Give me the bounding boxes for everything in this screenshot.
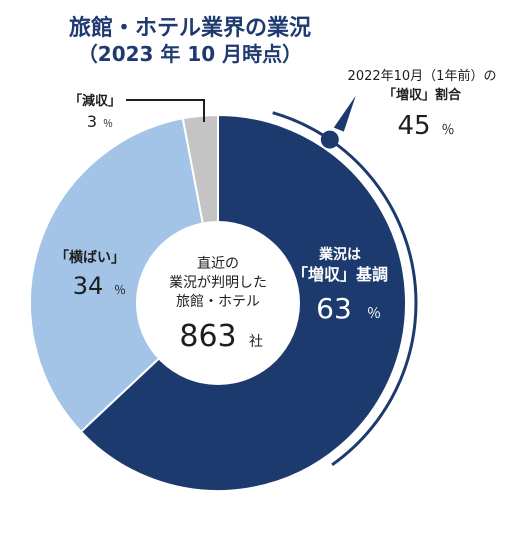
flat-unit: ％: [114, 283, 126, 297]
decrease-unit: ％: [103, 119, 113, 130]
increase-label-line1: 業況は: [318, 246, 361, 263]
comparison-value: 45: [397, 111, 430, 141]
decrease-value: 3: [87, 112, 97, 131]
center-label-line3: 旅館・ホテル: [176, 293, 260, 310]
decrease-leader-line: [126, 99, 205, 122]
center-label-line2: 業況が判明した: [169, 275, 267, 291]
center-count: 863: [179, 319, 236, 354]
comparison-pointer: [333, 95, 356, 132]
donut-hole: [136, 221, 300, 385]
increase-unit: ％: [367, 306, 381, 322]
chart-title: 旅館・ホテル業界の業況: [68, 16, 311, 41]
comparison-label-line2: 「増収」割合: [383, 87, 462, 103]
decrease-label: 「減収」: [69, 93, 121, 109]
increase-label-line2: 「増収」基調: [292, 265, 388, 284]
flat-value: 34: [73, 272, 104, 300]
comparison-unit: ％: [441, 123, 454, 138]
chart-subtitle: （2023 年 10 月時点）: [77, 42, 303, 66]
slice-flat: [29, 117, 220, 434]
flat-label: 「横ばい」: [55, 249, 125, 266]
comparison-marker: [320, 130, 339, 149]
center-count-unit: 社: [249, 334, 263, 350]
center-label-line1: 直近の: [197, 255, 239, 272]
comparison-label-line1: 2022年10月（1年前）の: [348, 68, 497, 84]
increase-value: 63: [316, 292, 352, 325]
